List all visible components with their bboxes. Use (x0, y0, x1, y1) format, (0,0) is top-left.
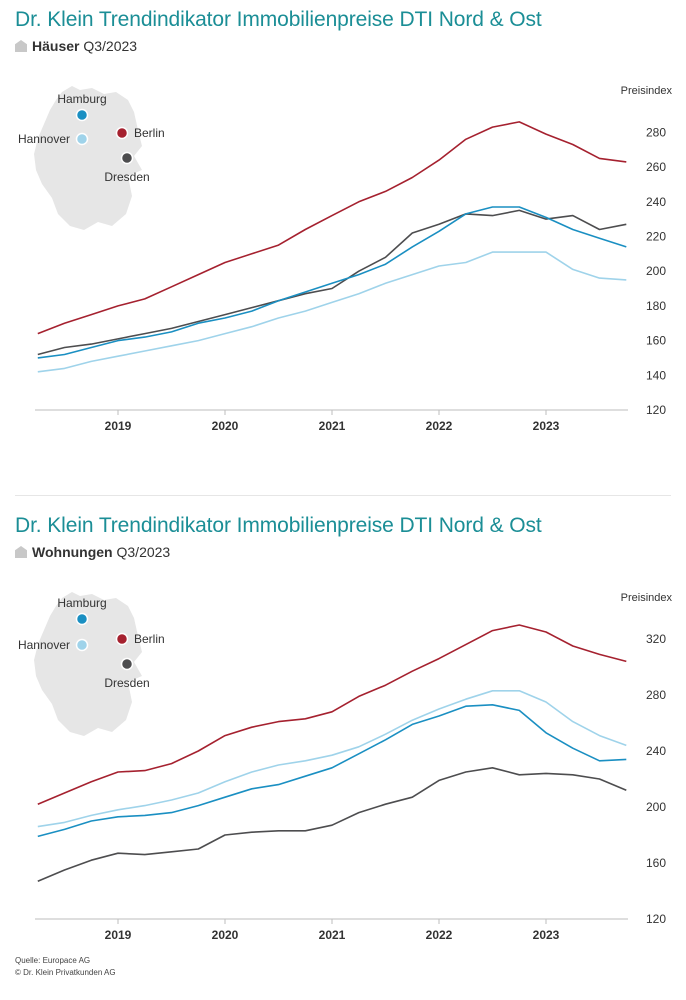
legend-dot-hamburg (75, 108, 89, 122)
y-tick-label: 240 (646, 744, 666, 758)
panel-divider (15, 495, 671, 496)
y-tick-label: 160 (646, 334, 666, 348)
x-tick-label: 2020 (212, 928, 239, 942)
chart-title: Dr. Klein Trendindikator Immobilienpreis… (15, 8, 542, 31)
legend-dot-dresden (120, 657, 134, 671)
x-tick-label: 2022 (426, 928, 453, 942)
y-tick-label: 200 (646, 800, 666, 814)
y-tick-label: 140 (646, 368, 666, 382)
house-icon (15, 546, 27, 558)
y-axis-label: Preisindex (621, 592, 673, 604)
chart-panel-haeuser: Dr. Klein Trendindikator Immobilienpreis… (0, 0, 686, 490)
line-chart-wohnungen: Hamburg Hannover Berlin Dresden Preisindex 12… (18, 592, 673, 942)
y-axis-label: Preisindex (621, 85, 673, 97)
subtitle-period: Q3/2023 (83, 38, 138, 54)
y-tick-label: 220 (646, 229, 666, 243)
legend-dot-hannover (75, 132, 89, 146)
legend-label-dresden: Dresden (104, 170, 149, 184)
y-tick-label: 280 (646, 125, 666, 139)
germany-map-icon (34, 592, 142, 736)
x-tick-label: 2021 (319, 419, 346, 433)
subtitle-category: Wohnungen (32, 544, 113, 560)
chart-title: Dr. Klein Trendindikator Immobilienpreis… (15, 514, 542, 537)
y-tick-label: 200 (646, 264, 666, 278)
legend-label-berlin: Berlin (134, 632, 165, 646)
germany-shape (34, 592, 142, 736)
legend-dot-dresden (120, 151, 134, 165)
series-line-berlin (37, 121, 627, 335)
y-tick-label: 320 (646, 632, 666, 646)
subtitle-category: Häuser (32, 38, 80, 54)
legend-dot-hamburg (75, 612, 89, 626)
x-tick-label: 2021 (319, 928, 346, 942)
legend-label-hamburg: Hamburg (57, 596, 106, 610)
x-tick-label: 2019 (105, 419, 132, 433)
x-tick-label: 2023 (533, 419, 560, 433)
x-tick-label: 2020 (212, 419, 239, 433)
series-line-dresden (37, 209, 627, 356)
series-line-hamburg (37, 206, 627, 359)
y-tick-label: 120 (646, 912, 666, 926)
y-tick-label: 160 (646, 856, 666, 870)
chart-panel-wohnungen: Dr. Klein Trendindikator Immobilienpreis… (0, 506, 686, 1000)
germany-map-icon (34, 86, 142, 230)
series-line-hannover (37, 251, 627, 373)
x-tick-label: 2019 (105, 928, 132, 942)
legend-label-hannover: Hannover (18, 638, 70, 652)
series-line-hamburg (37, 704, 627, 838)
legend-label-hamburg: Hamburg (57, 92, 106, 106)
copyright-label: © Dr. Klein Privatkunden AG (15, 968, 116, 977)
legend-label-dresden: Dresden (104, 676, 149, 690)
x-tick-label: 2023 (533, 928, 560, 942)
y-tick-label: 260 (646, 160, 666, 174)
series-line-hannover (37, 690, 627, 828)
house-icon (15, 40, 27, 52)
legend-label-hannover: Hannover (18, 132, 70, 146)
chart-subtitle: Häuser Q3/2023 (15, 38, 137, 54)
series-line-berlin (37, 624, 627, 805)
legend-dot-berlin (115, 126, 129, 140)
source-label: Quelle: Europace AG (15, 956, 91, 965)
chart-subtitle: Wohnungen Q3/2023 (15, 544, 170, 560)
y-tick-label: 120 (646, 403, 666, 417)
x-tick-label: 2022 (426, 419, 453, 433)
line-chart-haeuser: Hamburg Hannover Berlin Dresden Preisindex 12… (18, 85, 673, 433)
y-tick-label: 180 (646, 299, 666, 313)
germany-shape (34, 86, 142, 230)
series-line-dresden (37, 766, 627, 882)
y-tick-label: 280 (646, 688, 666, 702)
y-tick-label: 240 (646, 195, 666, 209)
legend-dot-berlin (115, 632, 129, 646)
legend-dot-hannover (75, 638, 89, 652)
subtitle-period: Q3/2023 (116, 544, 171, 560)
legend-label-berlin: Berlin (134, 126, 165, 140)
